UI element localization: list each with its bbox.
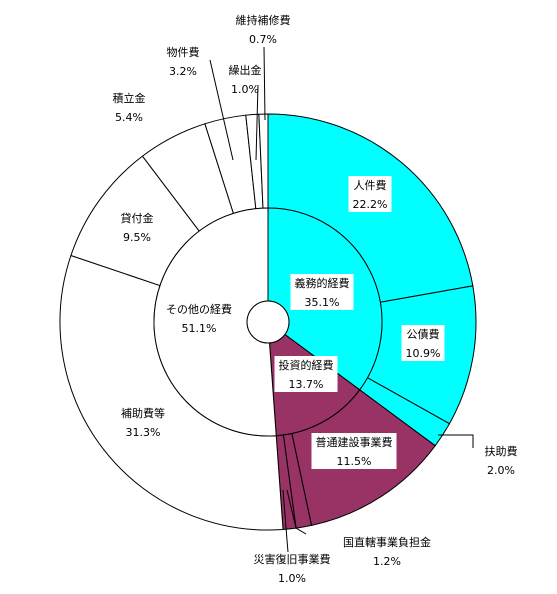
- label-percent: 1.0%: [278, 572, 306, 585]
- label-outer-2: 扶助費 2.0%: [485, 444, 518, 477]
- center-hole: [246, 300, 290, 344]
- label-name: 積立金: [113, 91, 146, 105]
- label-name: 公債費: [407, 327, 440, 341]
- label-outer-9: 物件費 3.2%: [167, 45, 200, 78]
- leader-outer-5: [282, 489, 289, 553]
- label-outer-1: 公債費 10.9%: [401, 325, 445, 361]
- label-percent: 51.1%: [182, 322, 217, 335]
- label-percent: 0.7%: [249, 33, 277, 46]
- label-outer-4: 国直轄事業負担金 1.2%: [343, 535, 431, 568]
- label-background: [290, 274, 354, 310]
- leader-lines: [209, 46, 474, 553]
- label-name: 物件費: [167, 45, 200, 59]
- label-outer-7: 貸付金 9.5%: [121, 211, 154, 244]
- leader-outer-2: [438, 434, 474, 448]
- label-outer-11: 維持補修費 0.7%: [236, 13, 291, 46]
- label-percent: 5.4%: [115, 111, 143, 124]
- label-name: 義務的経費: [295, 276, 350, 290]
- label-percent: 10.9%: [406, 347, 441, 360]
- label-name: 災害復旧事業費: [254, 552, 331, 566]
- label-percent: 9.5%: [123, 231, 151, 244]
- label-inner-0: 義務的経費 35.1%: [290, 274, 354, 310]
- label-inner-1: 投資的経費 13.7%: [274, 356, 338, 392]
- leader-outer-11: [263, 46, 266, 121]
- label-background: [348, 176, 392, 212]
- label-percent: 13.7%: [289, 378, 324, 391]
- label-percent: 3.2%: [169, 65, 197, 78]
- label-inner-2: その他の経費 51.1%: [162, 300, 236, 336]
- label-outer-10: 繰出金 1.0%: [229, 63, 262, 96]
- label-percent: 1.0%: [231, 83, 259, 96]
- label-name: 貸付金: [121, 211, 154, 225]
- label-percent: 1.2%: [373, 555, 401, 568]
- label-percent: 2.0%: [487, 464, 515, 477]
- label-outer-3: 普通建設事業費 11.5%: [311, 433, 397, 469]
- label-outer-0: 人件費 22.2%: [348, 176, 392, 212]
- label-percent: 31.3%: [126, 426, 161, 439]
- leader-outer-10: [255, 84, 259, 161]
- label-background: [311, 433, 397, 469]
- leader-outer-9: [209, 59, 234, 161]
- label-percent: 22.2%: [353, 198, 388, 211]
- label-outer-5: 災害復旧事業費 1.0%: [254, 552, 331, 585]
- label-background: [274, 356, 338, 392]
- slice-labels: 人件費 22.2% 公債費 10.9% 扶助費 2.0% 普通建設事業費 11.5% 国直轄事業…: [113, 13, 518, 585]
- label-percent: 11.5%: [337, 455, 372, 468]
- label-percent: 35.1%: [305, 296, 340, 309]
- label-name: 扶助費: [485, 444, 518, 458]
- label-outer-6: 補助費等 31.3%: [121, 406, 165, 439]
- label-outer-8: 積立金 5.4%: [113, 91, 146, 124]
- leader-outer-4: [286, 489, 307, 535]
- label-name: 投資的経費: [279, 358, 334, 372]
- label-background: [401, 325, 445, 361]
- label-name: 維持補修費: [236, 13, 291, 27]
- label-name: 繰出金: [229, 63, 262, 77]
- label-name: 国直轄事業負担金: [343, 535, 431, 549]
- label-name: 補助費等: [121, 406, 165, 420]
- label-name: 人件費: [354, 178, 387, 192]
- label-name: 普通建設事業費: [316, 435, 393, 449]
- label-name: その他の経費: [166, 302, 232, 316]
- label-background: [162, 300, 236, 336]
